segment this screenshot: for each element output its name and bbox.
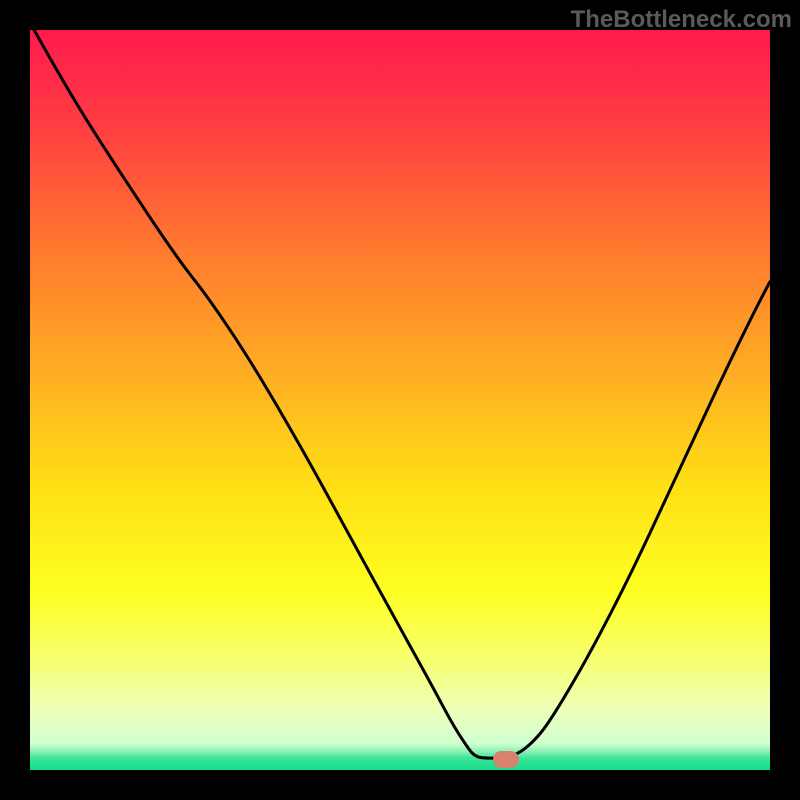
curve-path [30,30,770,758]
optimal-point-marker [493,751,519,768]
bottleneck-curve [30,30,770,770]
attribution-text: TheBottleneck.com [571,6,792,34]
